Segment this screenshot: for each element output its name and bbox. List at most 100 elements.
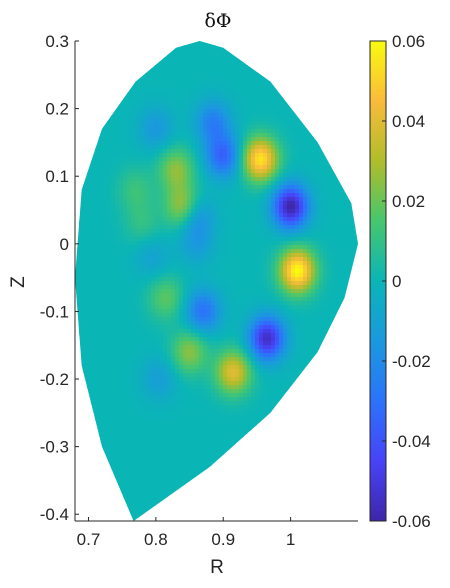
heatmap-cell [271, 257, 276, 262]
heatmap-cell [323, 117, 328, 122]
heatmap-cell [107, 185, 112, 190]
heatmap-cell [291, 141, 296, 146]
heatmap-cell [227, 69, 232, 74]
heatmap-cell [107, 213, 112, 218]
heatmap-cell [143, 209, 148, 214]
heatmap-cell [207, 305, 212, 310]
heatmap-cell [127, 317, 132, 322]
heatmap-cell [299, 65, 304, 70]
heatmap-cell [279, 277, 284, 282]
heatmap-cell [251, 229, 256, 234]
heatmap-cell [343, 313, 348, 318]
heatmap-cell [83, 97, 88, 102]
heatmap-cell [319, 249, 324, 254]
heatmap-cell [235, 105, 240, 110]
heatmap-cell [271, 41, 276, 46]
heatmap-cell [223, 257, 228, 262]
heatmap-cell [255, 221, 260, 226]
heatmap-cell [203, 73, 208, 78]
heatmap-cell [135, 201, 140, 206]
heatmap-cell [343, 161, 348, 166]
heatmap-cell [331, 193, 336, 198]
heatmap-cell [279, 145, 284, 150]
heatmap-cell [91, 257, 96, 262]
heatmap-cell [279, 173, 284, 178]
heatmap-cell [207, 177, 212, 182]
heatmap-cell [211, 209, 216, 214]
heatmap-cell [147, 233, 152, 238]
heatmap-cell [259, 153, 264, 158]
heatmap-cell [143, 93, 148, 98]
heatmap-cell [115, 297, 120, 302]
heatmap-cell [91, 285, 96, 290]
heatmap-cell [307, 265, 312, 270]
heatmap-cell [343, 149, 348, 154]
heatmap-cell [339, 85, 344, 90]
heatmap-cell [155, 113, 160, 118]
heatmap-cell [339, 101, 344, 106]
heatmap-cell [183, 49, 188, 54]
heatmap-cell [187, 237, 192, 242]
heatmap-cell [263, 277, 268, 282]
heatmap-cell [107, 41, 112, 46]
heatmap-cell [275, 197, 280, 202]
heatmap-cell [335, 225, 340, 230]
heatmap-cell [255, 313, 260, 318]
heatmap-cell [235, 221, 240, 226]
heatmap-cell [159, 229, 164, 234]
heatmap-cell [327, 185, 332, 190]
heatmap-cell [83, 81, 88, 86]
heatmap-cell [235, 205, 240, 210]
heatmap-cell [323, 197, 328, 202]
heatmap-cell [119, 113, 124, 118]
heatmap-cell [339, 317, 344, 322]
heatmap-cell [103, 225, 108, 230]
heatmap-cell [299, 309, 304, 314]
heatmap-cell [255, 189, 260, 194]
heatmap-cell [87, 209, 92, 214]
heatmap-cell [303, 221, 308, 226]
heatmap-cell [263, 253, 268, 258]
heatmap-cell [159, 217, 164, 222]
heatmap-cell [155, 265, 160, 270]
heatmap-cell [179, 237, 184, 242]
heatmap-cell [267, 233, 272, 238]
heatmap-cell [195, 97, 200, 102]
heatmap-cell [279, 265, 284, 270]
heatmap-cell [239, 269, 244, 274]
heatmap-cell [295, 289, 300, 294]
heatmap-cell [183, 45, 188, 50]
heatmap-cell [83, 77, 88, 82]
heatmap-cell [279, 257, 284, 262]
heatmap-cell [79, 117, 84, 122]
heatmap-cell [119, 49, 124, 54]
heatmap-cell [227, 301, 232, 306]
heatmap-cell [339, 257, 344, 262]
heatmap-cell [295, 105, 300, 110]
heatmap-cell [347, 185, 352, 190]
heatmap-cell [263, 85, 268, 90]
heatmap-cell [127, 85, 132, 90]
heatmap-cell [235, 161, 240, 166]
heatmap-cell [343, 81, 348, 86]
heatmap-cell [147, 297, 152, 302]
heatmap-cell [131, 293, 136, 298]
heatmap-cell [203, 237, 208, 242]
heatmap-cell [259, 249, 264, 254]
heatmap-cell [159, 149, 164, 154]
heatmap-cell [239, 85, 244, 90]
heatmap-cell [227, 157, 232, 162]
heatmap-cell [179, 41, 184, 46]
heatmap-cell [243, 253, 248, 258]
heatmap-cell [315, 173, 320, 178]
heatmap-cell [171, 93, 176, 98]
heatmap-cell [195, 197, 200, 202]
heatmap-cell [91, 129, 96, 134]
heatmap-cell [211, 285, 216, 290]
heatmap-cell [75, 277, 80, 282]
heatmap-cell [87, 301, 92, 306]
heatmap-cell [255, 129, 260, 134]
heatmap-cell [319, 169, 324, 174]
heatmap-cell [267, 181, 272, 186]
heatmap-cell [223, 157, 228, 162]
